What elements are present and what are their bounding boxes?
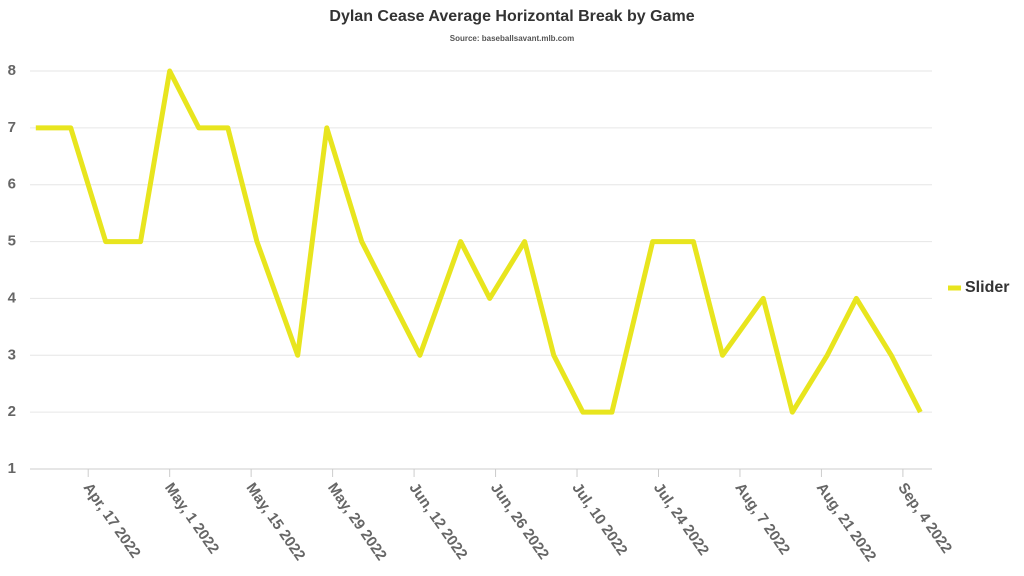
y-tick-label: 1 bbox=[8, 460, 16, 477]
y-tick-label: 4 bbox=[8, 289, 17, 306]
y-tick-label: 3 bbox=[8, 346, 16, 363]
x-tick-label: Jun, 12 2022 bbox=[406, 480, 471, 563]
x-tick-label: Apr, 17 2022 bbox=[80, 480, 144, 561]
x-tick-label: Jul, 24 2022 bbox=[650, 480, 712, 559]
chart-title: Dylan Cease Average Horizontal Break by … bbox=[329, 8, 694, 25]
x-tick-label: Sep, 4 2022 bbox=[894, 480, 955, 557]
y-tick-label: 7 bbox=[8, 119, 16, 136]
x-tick-label: Jun, 26 2022 bbox=[487, 480, 552, 563]
y-tick-label: 2 bbox=[8, 403, 16, 420]
x-tick-label: Aug, 7 2022 bbox=[731, 480, 793, 558]
y-tick-label: 6 bbox=[8, 176, 16, 193]
x-tick-label: Aug, 21 2022 bbox=[813, 480, 880, 565]
x-tick-label: May, 15 2022 bbox=[243, 480, 309, 564]
x-tick-label: May, 1 2022 bbox=[161, 480, 222, 557]
data-line bbox=[35, 68, 923, 415]
y-tick-label: 8 bbox=[8, 62, 16, 79]
x-tick-label: Jul, 10 2022 bbox=[568, 480, 630, 559]
chart-subtitle: Source: baseballsavant.mlb.com bbox=[450, 34, 575, 43]
y-tick-label: 5 bbox=[8, 233, 16, 250]
x-tick-label: May, 29 2022 bbox=[324, 480, 390, 564]
legend-label: Slider bbox=[965, 279, 1009, 296]
